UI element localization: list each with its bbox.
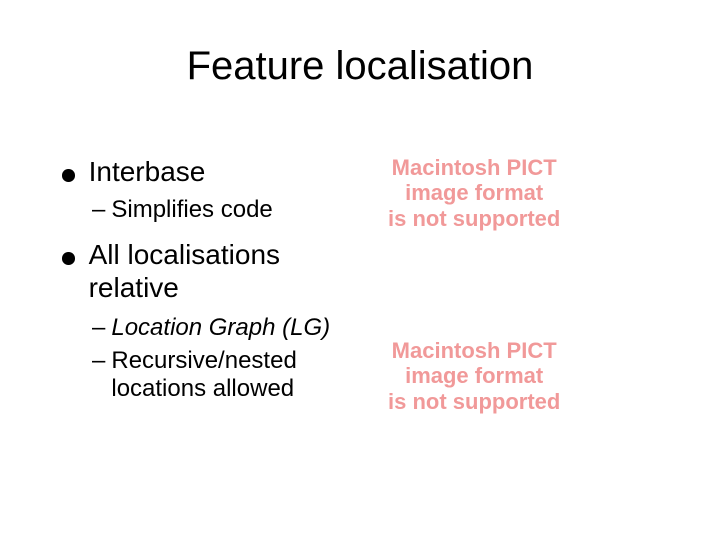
pict-placeholder: Macintosh PICTimage formatis not support… — [388, 338, 560, 414]
placeholder-line: Macintosh PICT — [388, 155, 560, 180]
slide: Feature localisation Interbase–Simplifie… — [0, 0, 720, 540]
bullet-dash-icon: – — [92, 314, 105, 342]
content-list: Interbase–Simplifies codeAll localisatio… — [62, 155, 372, 403]
placeholder-line: is not supported — [388, 389, 560, 414]
placeholder-line: Macintosh PICT — [388, 338, 560, 363]
bullet-dot-icon — [62, 252, 75, 265]
bullet-text: All localisations relative — [89, 238, 372, 304]
bullet-level2: –Simplifies code — [92, 196, 372, 224]
bullet-dot-icon — [62, 169, 75, 182]
slide-title: Feature localisation — [0, 44, 720, 89]
bullet-level1: Interbase — [62, 155, 372, 188]
bullet-text: Simplifies code — [111, 196, 272, 224]
bullet-level1: All localisations relative — [62, 238, 372, 304]
bullet-text: Recursive/nested locations allowed — [111, 347, 372, 404]
bullet-level2: –Recursive/nested locations allowed — [92, 347, 372, 404]
placeholder-line: image format — [388, 363, 560, 388]
bullet-level2: –Location Graph (LG) — [92, 314, 372, 342]
bullet-text: Interbase — [89, 155, 206, 188]
bullet-text: Location Graph (LG) — [111, 314, 330, 342]
pict-placeholder: Macintosh PICTimage formatis not support… — [388, 155, 560, 231]
placeholder-line: is not supported — [388, 206, 560, 231]
bullet-dash-icon: – — [92, 196, 105, 224]
bullet-dash-icon: – — [92, 347, 105, 375]
placeholder-line: image format — [388, 180, 560, 205]
